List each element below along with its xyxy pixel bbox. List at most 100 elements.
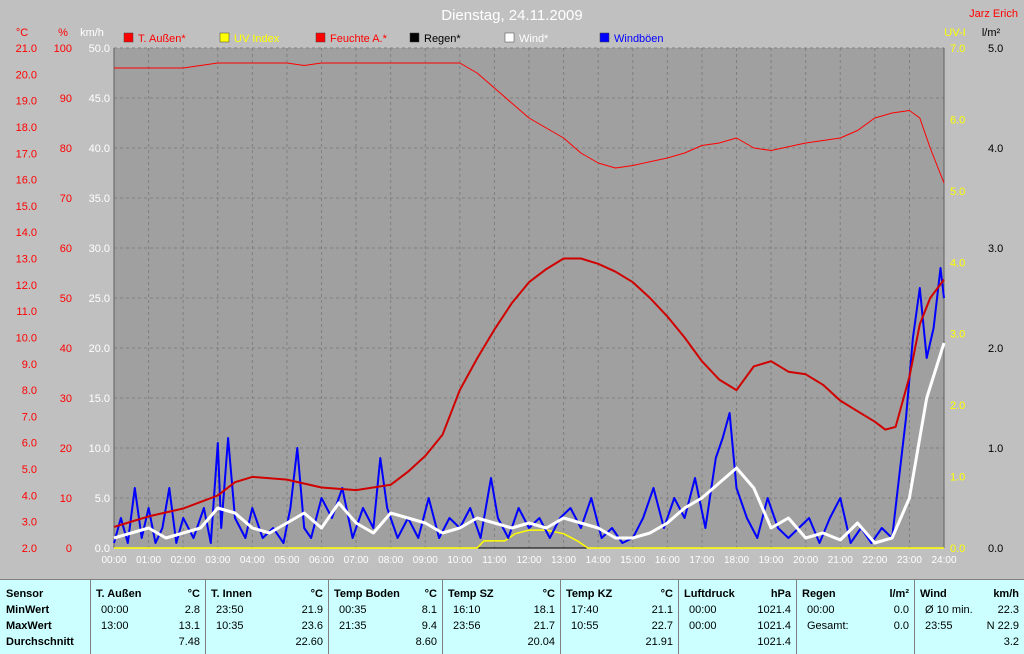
stat-sensor-name: Temp KZ — [566, 588, 613, 600]
stat-min-value: 21.9 — [301, 604, 323, 616]
wind-tick-label: 0.0 — [95, 543, 110, 555]
series-line-feuchte-a — [114, 62, 945, 184]
x-tick-label: 24:00 — [931, 555, 956, 566]
wind-tick-label: 10.0 — [89, 443, 110, 455]
humidity-tick-label: 30 — [60, 393, 72, 405]
temp-tick-label: 20.0 — [16, 69, 37, 81]
temp-tick-label: 7.0 — [22, 411, 37, 423]
rain-tick-label: 5.0 — [988, 43, 1003, 55]
wind-tick-label: 30.0 — [89, 243, 110, 255]
series-line-t-au-en — [113, 257, 945, 528]
legend-swatch — [219, 32, 230, 43]
stat-min-value: 2.8 — [184, 604, 200, 616]
x-tick-label: 05:00 — [274, 555, 299, 566]
stat-sensor-name: T. Außen — [96, 588, 142, 600]
x-tick-label: 16:00 — [655, 555, 680, 566]
axes: 00:00 01:00 02:00 03:00 04:00 05:00 06:00 07:00… — [16, 27, 1004, 566]
stat-min-value: 0.0 — [893, 604, 909, 616]
stat-unit: °C — [542, 588, 555, 600]
humidity-tick-label: 50 — [60, 293, 72, 305]
temp-tick-label: 6.0 — [22, 438, 37, 450]
stat-section: Luftdruck hPa 00:00 1021.4 00:00 1021.4 1021.4 — [678, 580, 797, 654]
legend-label: Regen* — [424, 33, 461, 45]
x-tick-label: 20:00 — [793, 555, 818, 566]
x-tick-label: 14:00 — [586, 555, 611, 566]
x-tick-label: 17:00 — [689, 555, 714, 566]
stat-min-time: 17:40 — [571, 604, 599, 616]
grid-lines — [113, 47, 945, 549]
stat-max-value: 0.0 — [893, 620, 909, 632]
temp-unit-label: °C — [16, 27, 28, 39]
uv-tick-label: 7.0 — [950, 43, 965, 55]
series-lines — [113, 62, 946, 549]
wind-tick-label: 5.0 — [95, 493, 110, 505]
wind-tick-label: 40.0 — [89, 143, 110, 155]
stat-average: 22.60 — [295, 636, 323, 648]
rain-tick-label: 1.0 — [988, 443, 1003, 455]
x-tick-label: 19:00 — [759, 555, 784, 566]
wind-unit-label: km/h — [80, 27, 104, 39]
uv-tick-label: 4.0 — [950, 257, 965, 269]
stat-unit: °C — [187, 588, 200, 600]
legend-swatch — [504, 32, 515, 43]
temp-tick-label: 9.0 — [22, 359, 37, 371]
humidity-tick-label: 0 — [66, 543, 72, 555]
wind-tick-label: 15.0 — [89, 393, 110, 405]
x-tick-label: 01:00 — [136, 555, 161, 566]
stat-max-value: N 22.9 — [986, 620, 1019, 632]
rain-tick-label: 0.0 — [988, 543, 1003, 555]
stat-max-time: 21:35 — [339, 620, 367, 632]
stat-max-value: 23.6 — [301, 620, 323, 632]
uv-unit-label: UV-I — [944, 27, 965, 39]
x-tick-label: 04:00 — [240, 555, 265, 566]
humidity-tick-label: 100 — [54, 43, 72, 55]
stat-max-value: 13.1 — [178, 620, 200, 632]
temp-tick-label: 16.0 — [16, 175, 37, 187]
statistics-table: Sensor MinWert MaxWert Durchschnitt T. A… — [0, 579, 1024, 654]
legend: T. Außen* UV Index Feuchte A.* Regen* Wind* W… — [123, 32, 664, 45]
humidity-tick-label: 10 — [60, 493, 72, 505]
series-line-uv-index — [114, 529, 944, 549]
stat-sensor-name: Wind — [920, 588, 947, 600]
stat-unit: l/m² — [889, 588, 909, 600]
x-tick-label: 23:00 — [897, 555, 922, 566]
stat-average: 21.91 — [645, 636, 673, 648]
stat-max-time: 00:00 — [689, 620, 717, 632]
temp-tick-label: 15.0 — [16, 201, 37, 213]
x-tick-label: 07:00 — [344, 555, 369, 566]
stat-max-time: Gesamt: — [807, 620, 849, 632]
stat-section: Temp SZ °C 16:10 18.1 23:56 21.7 20.04 — [442, 580, 561, 654]
x-tick-label: 06:00 — [309, 555, 334, 566]
legend-label: Windböen — [614, 33, 664, 45]
humidity-tick-label: 40 — [60, 343, 72, 355]
stat-min-time: 00:35 — [339, 604, 367, 616]
x-tick-label: 15:00 — [620, 555, 645, 566]
x-tick-label: 21:00 — [828, 555, 853, 566]
wind-tick-label: 50.0 — [89, 43, 110, 55]
legend-swatch — [123, 32, 134, 43]
x-tick-label: 22:00 — [862, 555, 887, 566]
stat-min-value: 21.1 — [651, 604, 673, 616]
temp-tick-label: 18.0 — [16, 122, 37, 134]
series-line-wind — [113, 342, 946, 545]
row-label-avg: Durchschnitt — [6, 636, 74, 648]
stat-unit: °C — [424, 588, 437, 600]
stat-max-value: 21.7 — [533, 620, 555, 632]
humidity-tick-label: 90 — [60, 93, 72, 105]
stat-section: Regen l/m² 00:00 0.0 Gesamt: 0.0 — [796, 580, 915, 654]
x-tick-label: 02:00 — [171, 555, 196, 566]
x-tick-label: 10:00 — [447, 555, 472, 566]
stat-max-time: 10:35 — [216, 620, 244, 632]
rain-tick-label: 2.0 — [988, 343, 1003, 355]
stat-min-time: 00:00 — [689, 604, 717, 616]
row-label-min: MinWert — [6, 604, 50, 616]
stat-max-time: 23:55 — [925, 620, 953, 632]
legend-swatch — [599, 32, 610, 43]
humidity-tick-label: 80 — [60, 143, 72, 155]
uv-tick-label: 6.0 — [950, 114, 965, 126]
x-tick-label: 12:00 — [516, 555, 541, 566]
temp-tick-label: 14.0 — [16, 227, 37, 239]
temp-tick-label: 2.0 — [22, 543, 37, 555]
stat-section: T. Außen °C 00:00 2.8 13:00 13.1 7.48 — [90, 580, 206, 654]
uv-tick-label: 5.0 — [950, 186, 965, 198]
